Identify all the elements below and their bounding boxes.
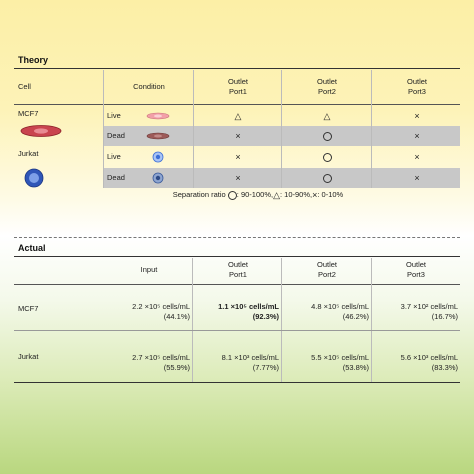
header-port1: Outlet Port1 <box>227 77 248 96</box>
legend-triangle-text: : 10-90%, <box>280 190 313 199</box>
separation-ratio-legend: Separation ratio : 90-100%, △: 10-90%, ×… <box>108 189 408 201</box>
theory-col-divider <box>281 70 282 188</box>
actual-value-cell: 8.1 ×10³ cells/mL (7.77%) <box>194 343 279 373</box>
theory-condition-label: Dead <box>107 131 125 140</box>
actual-value-cell: 3.7 ×10² cells/mL (16.7%) <box>374 292 458 322</box>
theory-title: Theory <box>18 55 49 65</box>
header-port3: Outlet Port3 <box>405 260 426 279</box>
cell-percentage: (53.8%) <box>342 363 369 372</box>
legend-prefix: Separation ratio <box>172 190 226 199</box>
mcf7-cell-icon <box>20 125 62 137</box>
actual-value-cell: 2.2 ×10⁵ cells/mL (44.1%) <box>104 292 190 322</box>
theory-port-symbol: × <box>414 131 420 141</box>
header-port1: Outlet Port1 <box>227 260 248 279</box>
cell-percentage: (7.77%) <box>252 363 279 372</box>
cell-percentage: (46.2%) <box>342 312 369 321</box>
actual-header-rule <box>14 284 460 285</box>
header-input: Input <box>140 265 158 274</box>
actual-col-divider <box>371 258 372 382</box>
theory-port-symbol: △ <box>323 111 331 121</box>
circle-icon <box>322 131 332 141</box>
theory-condition-label: Live <box>107 152 121 161</box>
theory-mcf7-label: MCF7 <box>18 109 39 118</box>
actual-value-cell: 5.5 ×10⁵ cells/mL (53.8%) <box>284 343 369 373</box>
circle-icon <box>322 173 332 183</box>
cell-percentage: (92.3%) <box>252 312 279 321</box>
cell-count: 5.5 ×10⁵ cells/mL <box>311 353 369 362</box>
actual-bottom-rule <box>14 382 460 383</box>
cell-count: 5.6 ×10³ cells/mL <box>400 353 458 362</box>
theory-col-divider <box>103 70 104 188</box>
cell-percentage: (16.7%) <box>431 312 458 321</box>
triangle-icon: △ <box>273 190 280 200</box>
cell-percentage: (83.3%) <box>431 363 458 372</box>
theory-condition-label: Dead <box>107 173 125 182</box>
header-cell: Cell <box>18 82 31 91</box>
actual-value-cell: 4.8 ×10⁵ cells/mL (46.2%) <box>284 292 369 322</box>
circle-icon <box>322 152 332 162</box>
theory-port-symbol: × <box>414 173 420 183</box>
cell-count: 2.2 ×10⁵ cells/mL <box>132 302 190 311</box>
theory-port-symbol <box>284 168 370 188</box>
theory-port-symbol: × <box>414 152 420 162</box>
header-condition: Condition <box>133 82 165 91</box>
mcf7-live-cell-icon <box>146 112 170 120</box>
jurkat-cell-icon <box>24 168 44 188</box>
jurkat-dead-cell-icon <box>152 172 164 184</box>
actual-value-cell: 1.1 ×10⁵ cells/mL (92.3%) <box>194 292 279 322</box>
theory-port-symbol <box>284 126 370 146</box>
theory-col-divider <box>193 70 194 188</box>
actual-value-cell: 2.7 ×10⁵ cells/mL (55.9%) <box>104 343 190 373</box>
cross-icon: × <box>312 190 318 200</box>
actual-col-divider <box>281 258 282 382</box>
cell-count: 3.7 ×10² cells/mL <box>400 302 458 311</box>
theory-port-symbol <box>284 147 370 167</box>
header-port2: Outlet Port2 <box>316 260 337 279</box>
theory-port-symbol: × <box>235 173 241 183</box>
theory-port-symbol: △ <box>234 111 242 121</box>
legend-cross-text: : 0-10% <box>317 190 344 199</box>
theory-port-symbol: × <box>235 131 241 141</box>
actual-jurkat-label: Jurkat <box>18 352 39 361</box>
header-port3: Outlet Port3 <box>406 77 427 96</box>
theory-header-rule <box>14 104 460 105</box>
actual-top-rule <box>14 256 460 257</box>
cell-count: 2.7 ×10⁵ cells/mL <box>132 353 190 362</box>
theory-port-symbol: × <box>414 111 420 121</box>
theory-col-divider <box>371 70 372 188</box>
mcf7-dead-cell-icon <box>146 132 170 140</box>
cell-count: 8.1 ×10³ cells/mL <box>221 353 279 362</box>
jurkat-live-cell-icon <box>152 151 164 163</box>
actual-value-cell: 5.6 ×10³ cells/mL (83.3%) <box>374 343 458 373</box>
theory-top-rule <box>14 68 460 69</box>
section-divider <box>14 237 460 238</box>
actual-title: Actual <box>18 243 46 253</box>
cell-percentage: (55.9%) <box>163 363 190 372</box>
theory-condition-label: Live <box>107 111 121 120</box>
theory-port-symbol: × <box>235 152 241 162</box>
theory-jurkat-label: Jurkat <box>18 149 39 158</box>
header-port2: Outlet Port2 <box>316 77 337 96</box>
actual-col-divider <box>192 258 193 382</box>
circle-icon <box>227 190 237 200</box>
actual-row-rule <box>14 330 460 331</box>
cell-count: 1.1 ×10⁵ cells/mL <box>218 302 279 311</box>
actual-mcf7-label: MCF7 <box>18 304 39 313</box>
legend-circle-text: : 90-100%, <box>236 190 274 199</box>
cell-count: 4.8 ×10⁵ cells/mL <box>311 302 369 311</box>
cell-percentage: (44.1%) <box>163 312 190 321</box>
